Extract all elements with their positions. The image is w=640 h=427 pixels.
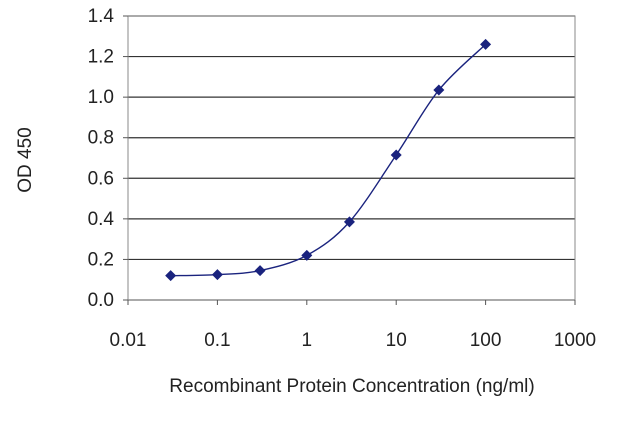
x-tick-label: 1: [302, 330, 313, 351]
y-tick-label: 0.8: [88, 128, 114, 149]
x-tick-label: 0.1: [204, 330, 230, 351]
y-tick-label: 1.4: [88, 6, 115, 27]
y-tick-label: 0.2: [88, 249, 114, 270]
data-point: [301, 249, 313, 261]
data-point: [165, 270, 177, 282]
series-group: [165, 38, 492, 282]
x-tick-label: 1000: [554, 330, 596, 351]
data-point: [211, 269, 223, 281]
series-line: [170, 43, 487, 277]
data-point: [390, 149, 402, 161]
y-tick-label: 0.4: [88, 209, 115, 230]
y-axis-title: OD 450: [15, 127, 36, 192]
data-point: [480, 38, 492, 50]
x-tick-label: 10: [386, 330, 407, 351]
plot-area: [127, 15, 576, 301]
grid-lines: [128, 15, 575, 301]
y-tick-label: 0.0: [88, 290, 114, 311]
x-tick-label: 0.01: [110, 330, 147, 351]
x-axis: 0.01 0.1 1 10 100 1000: [110, 300, 596, 351]
data-point: [433, 84, 445, 96]
x-tick-label: 100: [470, 330, 502, 351]
data-point: [254, 265, 266, 277]
y-axis: 0.0 0.2 0.4 0.6 0.8 1.0 1.2 1.4: [88, 6, 128, 311]
y-tick-label: 1.2: [88, 47, 114, 68]
x-axis-title: Recombinant Protein Concentration (ng/ml…: [169, 376, 534, 397]
y-tick-label: 0.6: [88, 168, 114, 189]
data-point: [343, 216, 355, 228]
y-tick-label: 1.0: [88, 87, 114, 108]
